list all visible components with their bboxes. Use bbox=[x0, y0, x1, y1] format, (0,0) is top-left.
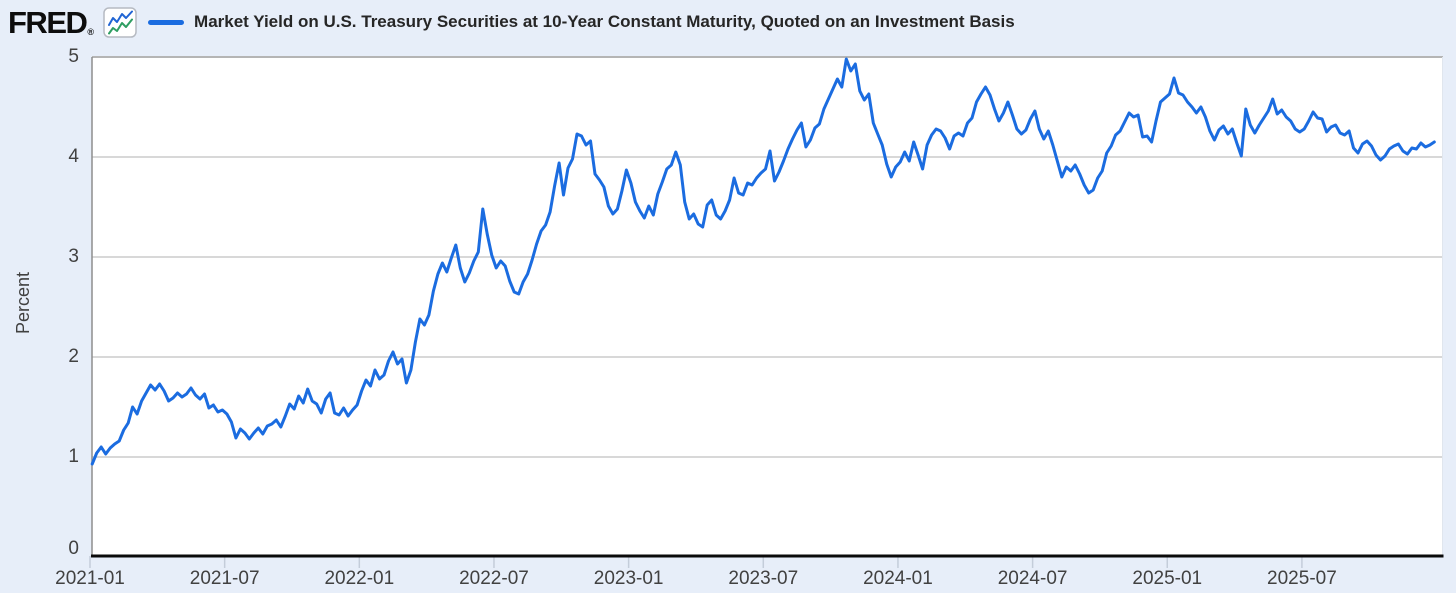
y-tick-label-5: 5 bbox=[68, 46, 79, 67]
x-tick-label-2023-07: 2023-07 bbox=[728, 568, 798, 589]
fred-logo-text: FRED bbox=[8, 4, 88, 40]
x-tick-label-2025-01: 2025-01 bbox=[1132, 568, 1202, 589]
x-tick-label-2022-07: 2022-07 bbox=[459, 568, 529, 589]
y-tick-label-4: 4 bbox=[68, 146, 79, 167]
y-tick-label-1: 1 bbox=[68, 446, 79, 467]
x-tick-label-2023-01: 2023-01 bbox=[594, 568, 664, 589]
x-tick-label-2021-01: 2021-01 bbox=[55, 568, 125, 589]
series-line[interactable] bbox=[90, 57, 1436, 466]
y-tick-label-0: 0 bbox=[68, 538, 79, 559]
x-tick-label-2024-01: 2024-01 bbox=[863, 568, 933, 589]
plot-background bbox=[92, 57, 1443, 557]
y-tick-label-2: 2 bbox=[68, 346, 79, 367]
fred-logo[interactable]: FRED ® bbox=[8, 7, 94, 38]
x-tick-label-2022-01: 2022-01 bbox=[324, 568, 394, 589]
registered-trademark: ® bbox=[87, 26, 95, 37]
series-legend-label[interactable]: Market Yield on U.S. Treasury Securities… bbox=[194, 12, 1015, 31]
chart-header: FRED ® Market Yield on U.S. Treasury Secu… bbox=[0, 0, 1456, 44]
x-tick-label-2025-07: 2025-07 bbox=[1267, 568, 1337, 589]
line-chart-icon bbox=[103, 6, 137, 38]
x-tick-label-2021-07: 2021-07 bbox=[190, 568, 260, 589]
legend-line-swatch bbox=[148, 19, 185, 25]
y-tick-label-3: 3 bbox=[68, 246, 79, 267]
x-tick-label-2024-07: 2024-07 bbox=[998, 568, 1068, 589]
y-axis-title: Percent bbox=[13, 272, 33, 334]
